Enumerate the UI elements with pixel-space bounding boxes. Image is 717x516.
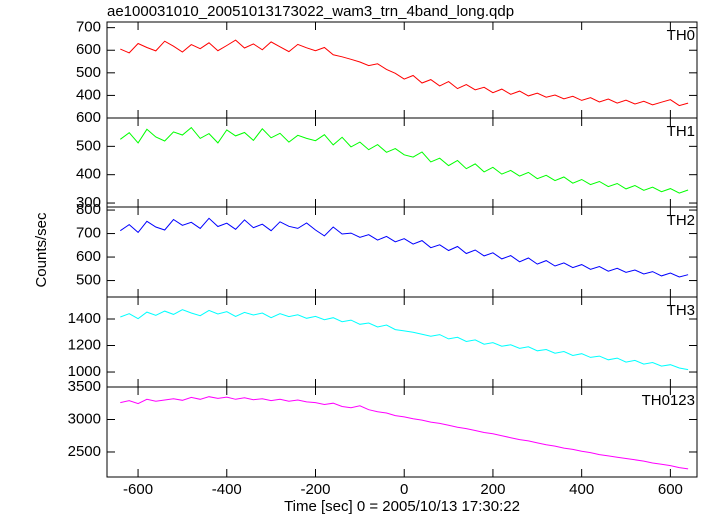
panel-label: TH3 [667, 302, 695, 319]
panel-label: TH0123 [642, 392, 695, 409]
panel-label: TH0 [667, 27, 695, 44]
x-tick-label: 400 [569, 481, 594, 498]
panel-label: TH2 [667, 212, 695, 229]
x-tick-label: 600 [658, 481, 683, 498]
chart-title: ae100031010_20051013173022_wam3_trn_4ban… [107, 3, 514, 20]
y-tick-label: 2500 [68, 443, 101, 460]
y-tick-label: 3500 [68, 378, 101, 395]
y-tick-label: 500 [76, 137, 101, 154]
x-axis-label: Time [sec] 0 = 2005/10/13 17:30:22 [284, 498, 520, 515]
y-tick-label: 3000 [68, 410, 101, 427]
y-tick-label: 1200 [68, 336, 101, 353]
y-tick-label: 600 [76, 109, 101, 126]
panel-frame [106, 386, 698, 478]
x-tick-label: 0 [400, 481, 408, 498]
x-tick-label: 200 [480, 481, 505, 498]
panel-frame [106, 117, 698, 208]
y-tick-label: 700 [76, 19, 101, 36]
y-tick-label: 700 [76, 225, 101, 242]
data-line [120, 126, 689, 194]
data-line [120, 39, 689, 107]
y-tick-label: 300 [76, 194, 101, 211]
y-tick-label: 600 [76, 41, 101, 58]
y-tick-label: 400 [76, 166, 101, 183]
y-tick-label: 1000 [68, 363, 101, 380]
panel-frame [106, 296, 698, 388]
data-line [120, 309, 689, 371]
y-tick-label: 1400 [68, 310, 101, 327]
y-tick-label: 500 [76, 272, 101, 289]
x-tick-label: -600 [123, 481, 153, 498]
panel-label: TH1 [667, 123, 695, 140]
y-axis-label: Counts/sec [33, 212, 50, 288]
y-tick-label: 600 [76, 248, 101, 265]
panel-frame [106, 21, 698, 119]
data-line [120, 217, 689, 278]
data-line [120, 396, 689, 470]
x-tick-label: -200 [300, 481, 330, 498]
panel-frame [106, 206, 698, 298]
y-tick-label: 800 [76, 201, 101, 218]
y-tick-label: 400 [76, 86, 101, 103]
x-tick-label: -400 [212, 481, 242, 498]
y-tick-label: 500 [76, 64, 101, 81]
